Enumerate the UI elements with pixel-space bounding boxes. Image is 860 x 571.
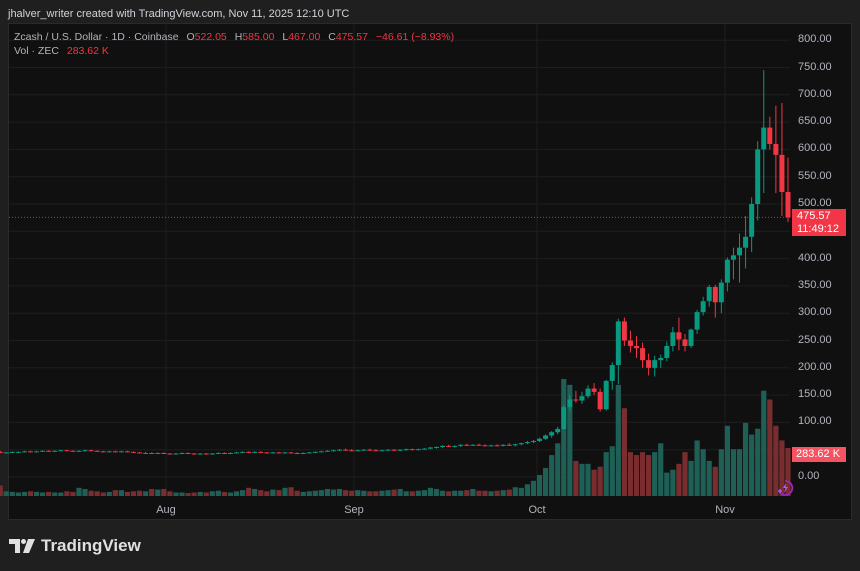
chart-caption: jhalver_writer created with TradingView.… — [8, 8, 350, 20]
last-volume-tag: 283.62 K — [792, 447, 846, 462]
price-axis-label: 350.00 — [798, 278, 832, 291]
price-axis-label: 200.00 — [798, 360, 832, 373]
price-axis-label: 0.00 — [798, 470, 820, 482]
price-axis-label: 250.00 — [798, 333, 832, 346]
price-axis-label: 700.00 — [798, 87, 832, 100]
price-axis-label: 650.00 — [798, 115, 832, 128]
price-axis-label: 300.00 — [798, 306, 832, 319]
time-axis-label: Aug — [156, 504, 176, 516]
open-value: 522.05 — [194, 31, 227, 43]
volume-legend: Vol · ZEC 283.62 K — [14, 45, 109, 57]
symbol-title[interactable]: Zcash / U.S. Dollar · 1D · Coinbase — [14, 31, 179, 43]
high-value: 585.00 — [242, 31, 275, 43]
price-axis-label: 150.00 — [798, 388, 832, 401]
high-label: H — [234, 31, 243, 43]
time-axis-label: Sep — [344, 504, 364, 516]
logo-text: TradingView — [41, 536, 141, 555]
tradingview-logo[interactable]: TradingView — [9, 536, 141, 556]
last-price-tag: 475.57 11:49:12 — [792, 209, 846, 236]
change-value: −46.61 (−8.93%) — [375, 31, 455, 43]
chart-frame[interactable] — [8, 23, 852, 520]
last-price: 475.57 — [797, 210, 831, 222]
time-axis-label: Oct — [528, 504, 546, 516]
tv-logo-icon — [9, 539, 35, 553]
volume-label[interactable]: Vol · ZEC — [14, 45, 59, 57]
price-axis-label: 600.00 — [798, 142, 832, 155]
low-label: L — [282, 31, 289, 43]
close-value: 475.57 — [335, 31, 368, 43]
price-axis-label: 400.00 — [798, 251, 832, 264]
price-axis-label: 100.00 — [798, 415, 832, 428]
volume-value: 283.62 K — [66, 45, 109, 57]
close-label: C — [328, 31, 336, 43]
symbol-legend: Zcash / U.S. Dollar · 1D · Coinbase O522… — [14, 31, 454, 43]
open-label: O — [186, 31, 195, 43]
low-value: 467.00 — [288, 31, 321, 43]
price-axis-label: 550.00 — [798, 169, 832, 182]
bar-countdown: 11:49:12 — [797, 223, 840, 235]
price-axis-label: 750.00 — [798, 60, 832, 73]
time-axis-label: Nov — [715, 504, 735, 516]
price-axis-label: 800.00 — [798, 33, 832, 46]
lightning-icon[interactable] — [776, 479, 794, 502]
price-axis-label: 500.00 — [798, 197, 832, 209]
